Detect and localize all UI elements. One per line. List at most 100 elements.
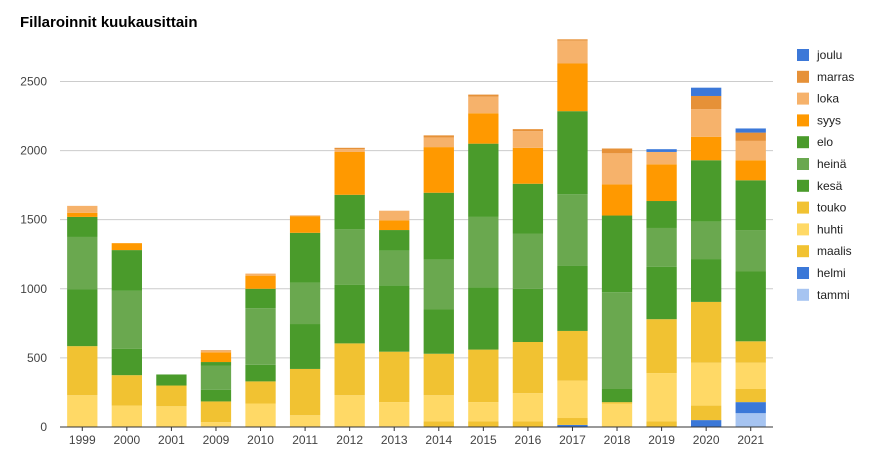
bar-segment-kesä-2010[interactable] xyxy=(245,364,276,382)
bar-segment-elo-2018[interactable] xyxy=(601,215,633,293)
bar-segment-elo-2013[interactable] xyxy=(379,230,410,251)
bar-segment-syys-2013[interactable] xyxy=(379,220,410,231)
bar-segment-elo-1999[interactable] xyxy=(67,216,98,237)
bar-segment-elo-2015[interactable] xyxy=(468,143,499,217)
bar-segment-touko-2016[interactable] xyxy=(512,341,544,394)
legend-label-heinä[interactable]: heinä xyxy=(817,157,847,171)
bar-segment-loka-1999[interactable] xyxy=(67,205,98,213)
bar-segment-loka-2017[interactable] xyxy=(557,40,588,64)
bar-segment-elo-2012[interactable] xyxy=(334,194,365,230)
bar-segment-heinä-2021[interactable] xyxy=(735,230,766,272)
bar-segment-heinä-2016[interactable] xyxy=(512,233,544,289)
legend-label-elo[interactable]: elo xyxy=(817,135,833,149)
bar-segment-joulu-2019[interactable] xyxy=(646,149,677,152)
bar-segment-loka-2015[interactable] xyxy=(468,96,499,114)
bar-segment-kesä-2016[interactable] xyxy=(512,288,544,342)
bar-segment-marras-2021[interactable] xyxy=(735,132,766,141)
bar-segment-elo-2014[interactable] xyxy=(423,192,454,260)
bar-segment-marras-2015[interactable] xyxy=(468,94,499,97)
bar-segment-syys-2016[interactable] xyxy=(512,147,544,184)
bar-segment-touko-2020[interactable] xyxy=(691,301,722,363)
bar-segment-maalis-2019[interactable] xyxy=(646,421,677,427)
bar-segment-huhti-1999[interactable] xyxy=(67,395,98,427)
bar-segment-huhti-2013[interactable] xyxy=(379,402,410,427)
bar-segment-touko-2009[interactable] xyxy=(200,401,232,423)
bar-segment-touko-2013[interactable] xyxy=(379,351,410,403)
bar-segment-syys-2010[interactable] xyxy=(245,275,276,289)
bar-segment-kesä-2009[interactable] xyxy=(200,389,232,402)
bar-segment-elo-2016[interactable] xyxy=(512,183,544,234)
bar-segment-kesä-2017[interactable] xyxy=(557,265,588,331)
bar-segment-loka-2021[interactable] xyxy=(735,140,766,161)
bar-segment-maalis-2020[interactable] xyxy=(691,405,722,421)
bar-segment-syys-2019[interactable] xyxy=(646,164,677,202)
bar-segment-heinä-2000[interactable] xyxy=(111,290,142,349)
bar-segment-maalis-2017[interactable] xyxy=(557,418,588,425)
bar-segment-helmi-2021[interactable] xyxy=(735,402,766,414)
bar-segment-helmi-2020[interactable] xyxy=(691,420,722,427)
bar-segment-kesä-2021[interactable] xyxy=(735,271,766,342)
bar-segment-syys-2021[interactable] xyxy=(735,160,766,181)
bar-segment-kesä-2020[interactable] xyxy=(691,259,722,302)
legend-swatch-heinä[interactable] xyxy=(797,158,809,170)
bar-segment-elo-2019[interactable] xyxy=(646,201,677,228)
bar-segment-touko-2000[interactable] xyxy=(111,375,142,406)
bar-segment-huhti-2012[interactable] xyxy=(334,395,365,427)
bar-segment-syys-1999[interactable] xyxy=(67,212,98,217)
bar-segment-heinä-2020[interactable] xyxy=(691,221,722,260)
legend-label-maalis[interactable]: maalis xyxy=(817,244,852,258)
bar-segment-loka-2014[interactable] xyxy=(423,137,454,148)
bar-segment-maalis-2016[interactable] xyxy=(512,421,544,427)
bar-segment-heinä-2011[interactable] xyxy=(289,282,321,325)
legend-label-marras[interactable]: marras xyxy=(817,70,854,84)
bar-segment-heinä-2014[interactable] xyxy=(423,259,454,310)
bar-segment-huhti-2000[interactable] xyxy=(111,405,142,427)
legend-swatch-helmi[interactable] xyxy=(797,267,809,279)
bar-segment-touko-2014[interactable] xyxy=(423,353,454,396)
bar-segment-kesä-2018[interactable] xyxy=(601,388,633,403)
legend-label-helmi[interactable]: helmi xyxy=(817,266,846,280)
bar-segment-huhti-2017[interactable] xyxy=(557,380,588,419)
legend-swatch-joulu[interactable] xyxy=(797,49,809,61)
bar-segment-syys-2017[interactable] xyxy=(557,63,588,112)
bar-segment-helmi-2017[interactable] xyxy=(557,424,588,427)
bar-segment-marras-2011[interactable] xyxy=(289,215,321,217)
bar-segment-kesä-2015[interactable] xyxy=(468,287,499,350)
bar-segment-kesä-2011[interactable] xyxy=(289,324,321,369)
legend-swatch-marras[interactable] xyxy=(797,70,809,83)
bar-segment-tammi-2021[interactable] xyxy=(735,413,766,427)
legend-swatch-huhti[interactable] xyxy=(797,223,809,236)
legend-swatch-tammi[interactable] xyxy=(797,288,809,301)
legend-label-touko[interactable]: touko xyxy=(817,201,847,215)
bar-segment-syys-2009[interactable] xyxy=(200,352,232,363)
bar-segment-heinä-2018[interactable] xyxy=(601,292,633,389)
bar-segment-loka-2013[interactable] xyxy=(379,210,410,221)
bar-segment-marras-2014[interactable] xyxy=(423,135,454,138)
bar-segment-elo-2011[interactable] xyxy=(289,232,321,283)
bar-segment-loka-2019[interactable] xyxy=(646,151,677,165)
bar-segment-touko-2017[interactable] xyxy=(557,330,588,381)
bar-segment-syys-2015[interactable] xyxy=(468,113,499,144)
bar-segment-huhti-2021[interactable] xyxy=(735,362,766,389)
bar-segment-heinä-2019[interactable] xyxy=(646,227,677,267)
bar-segment-kesä-2000[interactable] xyxy=(111,348,142,376)
bar-segment-kesä-2001[interactable] xyxy=(156,374,187,386)
bar-segment-elo-2010[interactable] xyxy=(245,288,276,309)
legend-label-huhti[interactable]: huhti xyxy=(817,222,843,236)
bar-segment-kesä-2012[interactable] xyxy=(334,284,365,344)
bar-segment-huhti-2010[interactable] xyxy=(245,403,276,427)
bar-segment-touko-2001[interactable] xyxy=(156,385,187,407)
bar-segment-marras-2016[interactable] xyxy=(512,129,544,132)
bar-segment-kesä-1999[interactable] xyxy=(67,289,98,347)
bar-segment-maalis-2021[interactable] xyxy=(735,388,766,403)
bar-segment-heinä-2015[interactable] xyxy=(468,216,499,288)
legend-label-syys[interactable]: syys xyxy=(817,113,841,127)
bar-segment-marras-2009[interactable] xyxy=(200,350,232,351)
bar-segment-touko-2019[interactable] xyxy=(646,319,677,374)
bar-segment-elo-2009[interactable] xyxy=(200,362,232,366)
bar-segment-heinä-2010[interactable] xyxy=(245,308,276,365)
legend-swatch-touko[interactable] xyxy=(797,201,809,214)
bar-segment-loka-2012[interactable] xyxy=(334,149,365,152)
bar-segment-maalis-2014[interactable] xyxy=(423,421,454,427)
bar-segment-huhti-2018[interactable] xyxy=(601,403,633,427)
